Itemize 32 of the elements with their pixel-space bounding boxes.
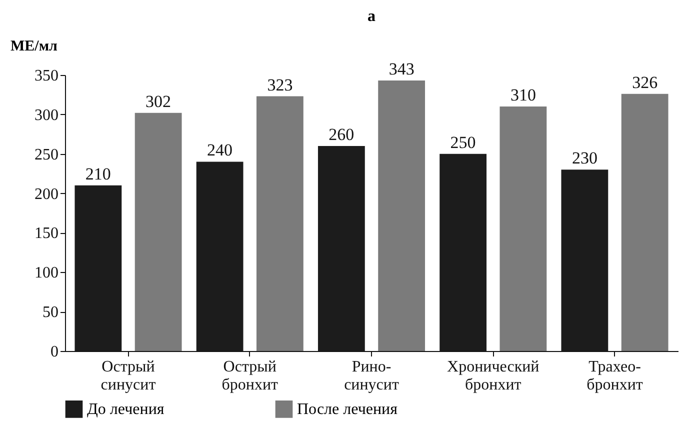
bar	[621, 94, 668, 351]
x-tick-label: Хронический бронхит	[447, 358, 540, 394]
y-tick-label: 250	[34, 146, 58, 164]
y-tick-label: 100	[34, 264, 58, 282]
legend-label: После лечения	[297, 401, 398, 418]
y-tick-label: 350	[34, 68, 58, 84]
data-label: 323	[267, 75, 293, 94]
data-label: 343	[388, 60, 414, 79]
bar	[134, 112, 182, 351]
bar	[378, 80, 426, 351]
y-tick-label: 0	[50, 344, 58, 360]
legend-label: До лечения	[87, 401, 165, 418]
bar	[500, 106, 547, 351]
y-tick-label: 50	[42, 304, 58, 322]
x-tick-label: Острый синусит	[100, 358, 156, 394]
x-tick-label: Рино- синусит	[344, 358, 399, 394]
data-label: 260	[328, 124, 354, 144]
chart-title: а	[368, 8, 376, 25]
x-tick-label: Трахео- бронхит	[586, 358, 643, 394]
data-label: 302	[146, 92, 172, 111]
data-label: 250	[450, 132, 476, 152]
y-tick-label: 300	[34, 106, 58, 124]
y-axis-title: МЕ/мл	[10, 38, 58, 54]
data-label: 310	[510, 86, 536, 105]
data-label: 326	[632, 72, 658, 92]
bar	[256, 96, 304, 351]
y-tick-label: 150	[34, 225, 58, 242]
y-tick-label: 200	[34, 186, 58, 203]
x-tick-label: Острый бронхит	[222, 358, 278, 394]
data-label: 230	[572, 148, 598, 168]
data-label: 240	[207, 140, 233, 160]
data-label: 210	[85, 164, 111, 184]
